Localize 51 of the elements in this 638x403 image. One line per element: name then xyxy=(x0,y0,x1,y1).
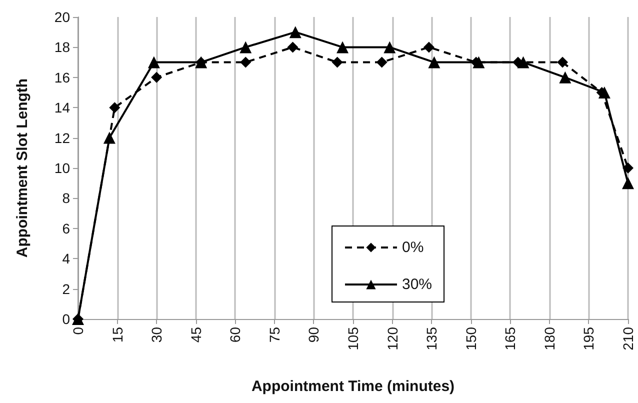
y-tick-label: 18 xyxy=(54,39,70,56)
x-tick-label: 15 xyxy=(109,326,126,343)
y-tick-label: 16 xyxy=(54,69,70,86)
x-tick-label: 210 xyxy=(620,326,636,350)
x-tick-label: 30 xyxy=(148,326,165,343)
point xyxy=(287,42,298,53)
legend-label: 0% xyxy=(402,239,424,256)
x-tick-label: 180 xyxy=(541,326,558,350)
y-tick-label: 4 xyxy=(62,250,70,267)
y-tick-label: 12 xyxy=(54,130,70,146)
x-tick-label: 75 xyxy=(266,326,282,343)
x-tick-label: 45 xyxy=(188,326,204,343)
x-tick-label: 0 xyxy=(70,326,86,335)
point xyxy=(109,102,120,114)
x-tick-label: 165 xyxy=(502,326,518,350)
y-tick-label: 10 xyxy=(54,160,70,176)
y-axis-title: Appointment Slot Length xyxy=(14,78,31,258)
x-tick-label: 90 xyxy=(306,326,322,343)
point xyxy=(240,56,252,68)
x-axis-title: Appointment Time (minutes) xyxy=(251,378,455,395)
x-tick-label: 135 xyxy=(424,326,440,350)
x-tick-label: 105 xyxy=(345,326,361,350)
y-tick-label: 20 xyxy=(54,9,70,25)
x-tick-label: 150 xyxy=(462,326,479,350)
y-tick-label: 2 xyxy=(62,280,70,297)
point xyxy=(472,56,485,68)
point xyxy=(423,42,434,53)
point xyxy=(557,56,568,68)
x-tick-label: 195 xyxy=(580,326,597,350)
y-tick-label: 6 xyxy=(62,220,70,236)
point xyxy=(332,56,343,68)
point xyxy=(384,41,396,54)
point xyxy=(336,41,349,54)
point xyxy=(151,72,162,83)
point xyxy=(376,56,388,68)
y-tick-label: 8 xyxy=(62,190,70,206)
point xyxy=(103,132,116,144)
point xyxy=(148,56,160,68)
point xyxy=(559,71,572,84)
x-tick-label: 120 xyxy=(384,326,400,350)
point xyxy=(428,56,440,68)
point xyxy=(622,162,634,174)
legend-label: 30% xyxy=(402,276,432,293)
x-tick-label: 60 xyxy=(227,326,244,343)
point xyxy=(598,86,610,98)
point xyxy=(240,41,252,54)
y-tick-label: 0 xyxy=(62,311,70,327)
point xyxy=(517,56,530,68)
point xyxy=(289,26,302,38)
y-tick-label: 14 xyxy=(54,100,70,116)
point xyxy=(622,177,634,190)
